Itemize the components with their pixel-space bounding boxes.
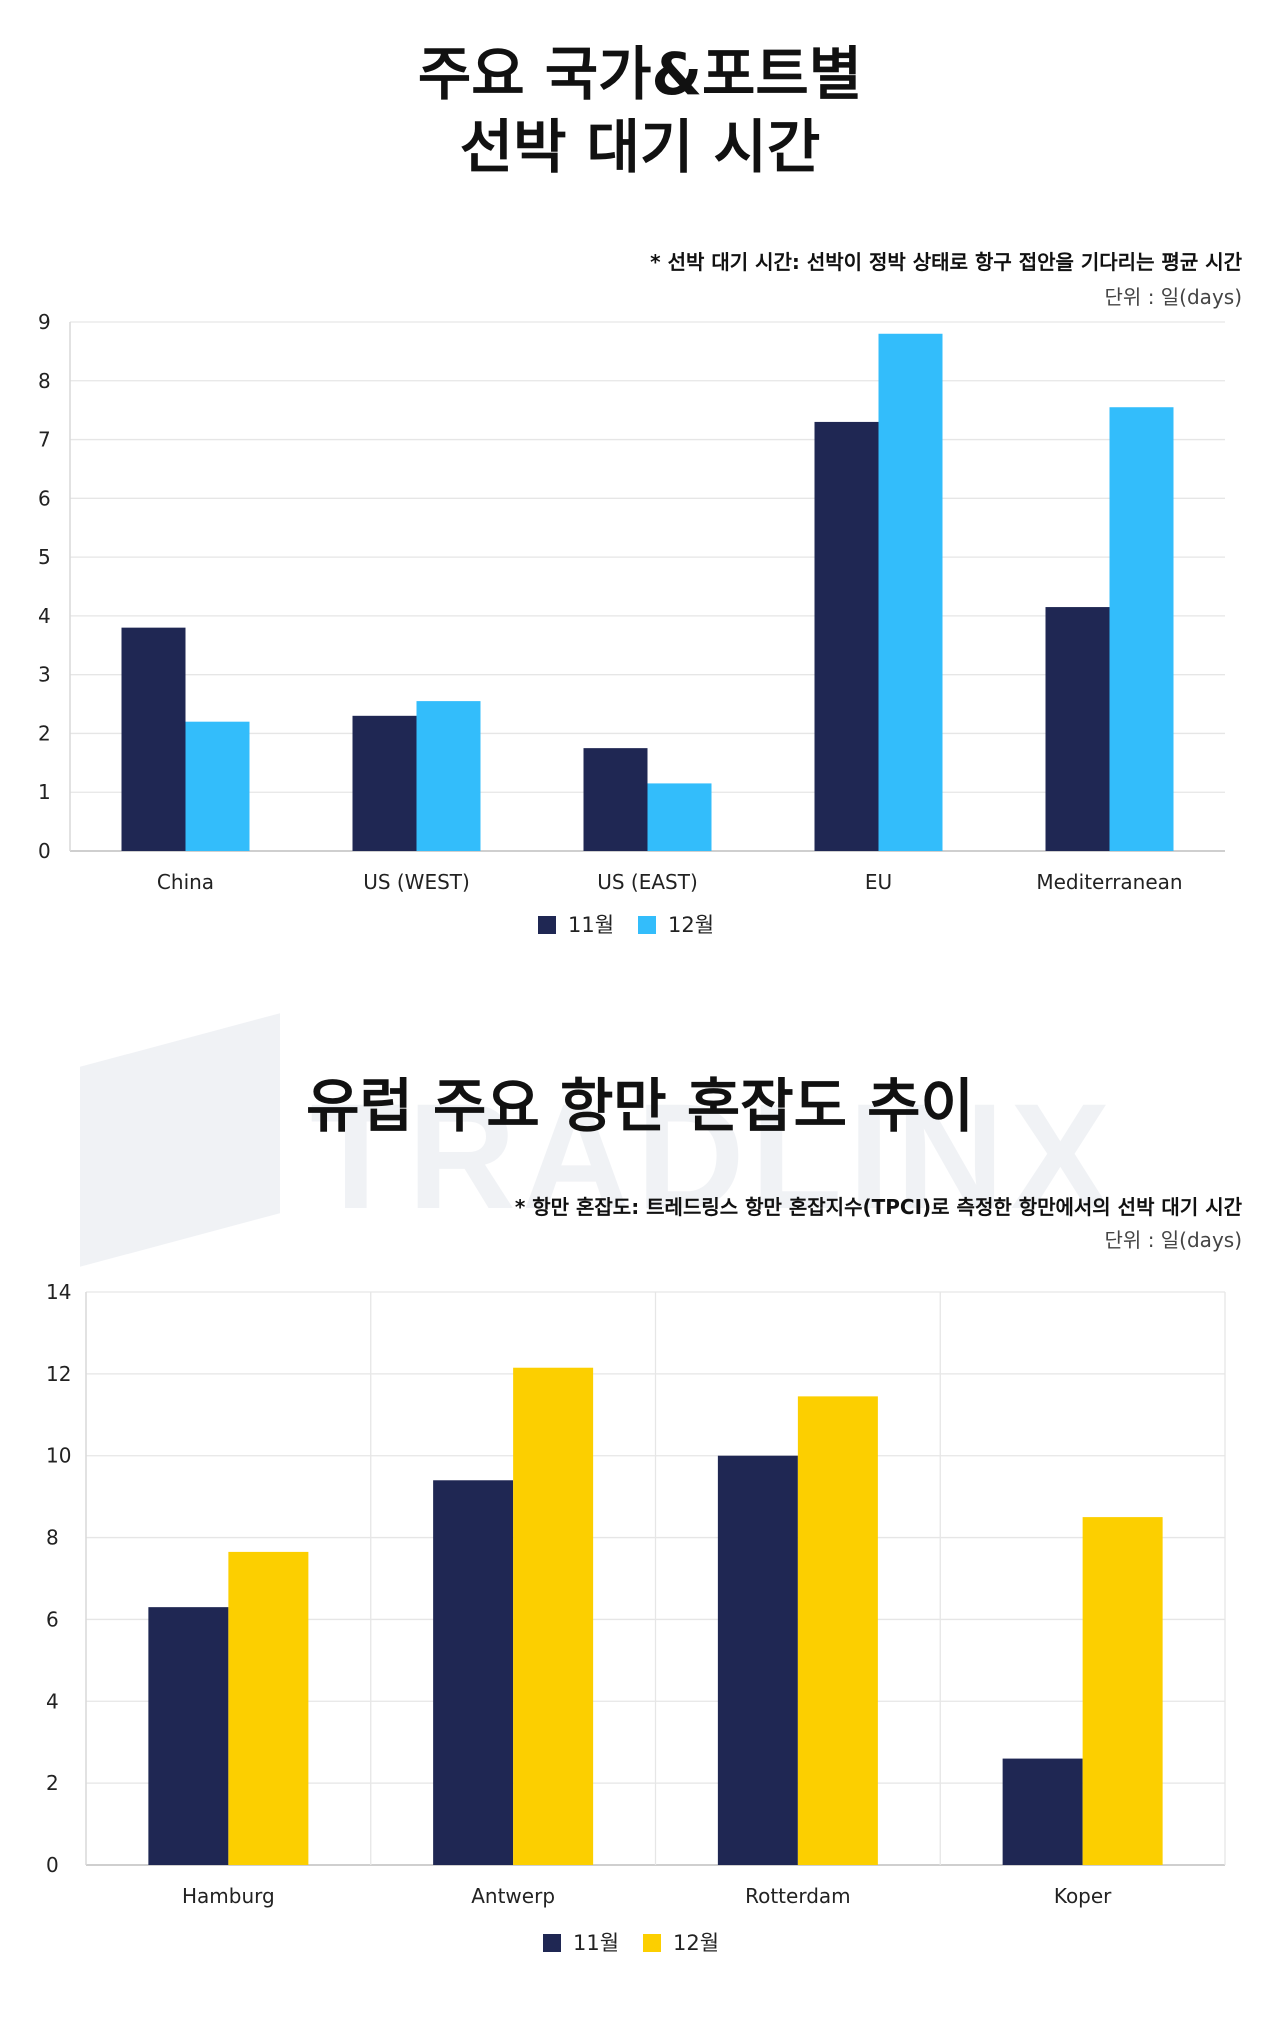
chart2-bar-rotterdam-series1: [717, 1455, 798, 1865]
chart1-legend-swatch: [538, 916, 556, 934]
chart2-bar-rotterdam-series2: [797, 1396, 878, 1865]
chart1-title-line1: 주요 국가&포트별: [417, 40, 863, 108]
chart1-bar-eu-series1: [814, 421, 879, 851]
chart1-bar-mediterranean-series2: [1109, 407, 1174, 851]
chart2-x-tick-label: Koper: [1054, 1884, 1112, 1908]
chart2-legend-label: 12월: [673, 1931, 719, 1955]
chart1-y-tick-label: 0: [38, 839, 51, 863]
chart1-bar-us-west--series2: [416, 701, 481, 851]
chart2-legend-swatch: [643, 1934, 661, 1952]
chart1-y-tick-label: 6: [38, 486, 51, 510]
chart2-y-tick-label: 12: [46, 1362, 71, 1386]
chart1-bar-us-east--series2: [647, 783, 712, 851]
chart1-y-tick-label: 9: [38, 310, 51, 334]
chart1-y-tick-label: 2: [38, 721, 51, 745]
chart2-legend-swatch: [543, 1934, 561, 1952]
chart2-y-tick-label: 4: [46, 1689, 59, 1713]
chart2-bar-koper-series2: [1082, 1517, 1163, 1865]
chart1-legend-label: 11월: [568, 913, 614, 937]
chart1-bar-china-series1: [121, 627, 186, 851]
chart2-bar-chart: 0 2 4 6 8 10 12 14 Hamburg Antwerp Rotterdam Koper 1…: [46, 1280, 1226, 1955]
chart1-legend-label: 12월: [668, 913, 714, 937]
chart1-y-tick-label: 4: [38, 604, 51, 628]
chart2-bar-hamburg-series2: [228, 1551, 309, 1865]
chart1-bar-us-east--series1: [583, 748, 648, 851]
chart2-y-tick-label: 10: [46, 1444, 71, 1468]
chart1-footnote: * 선박 대기 시간: 선박이 정박 상태로 항구 접안을 기다리는 평균 시간: [650, 250, 1242, 274]
chart1-bar-eu-series2: [878, 333, 943, 851]
chart1-x-tick-label: Mediterranean: [1036, 870, 1182, 894]
chart1-legend-swatch: [638, 916, 656, 934]
chart1-y-tick-label: 1: [38, 780, 51, 804]
chart1-bar-mediterranean-series1: [1045, 607, 1110, 851]
chart2-x-tick-label: Antwerp: [471, 1884, 555, 1908]
chart1-bar-china-series2: [185, 721, 250, 851]
chart2-title-line: 유럽 주요 항만 혼잡도 추이: [306, 1072, 974, 1140]
chart1-x-tick-label: EU: [865, 870, 892, 894]
chart2-bar-antwerp-series1: [433, 1480, 514, 1865]
chart1-title: 주요 국가&포트별 선박 대기 시간: [0, 38, 1280, 183]
chart2-unit-label: 단위 : 일(days): [1104, 1228, 1242, 1252]
chart1-bar-chart: 0 1 2 3 4 5 6 7 8 9 China US (WEST) US (EAST) EU Medit…: [38, 310, 1225, 937]
chart2-x-tick-label: Hamburg: [182, 1884, 275, 1908]
chart2-bar-antwerp-series2: [513, 1367, 594, 1865]
chart2-y-tick-label: 6: [46, 1607, 59, 1631]
chart2-legend-label: 11월: [573, 1931, 619, 1955]
chart1-x-tick-label: US (EAST): [597, 870, 698, 894]
chart2-title: 유럽 주요 항만 혼잡도 추이: [0, 1070, 1280, 1143]
chart1-x-tick-label: US (WEST): [363, 870, 470, 894]
chart2-y-tick-label: 8: [46, 1526, 59, 1550]
chart2-bar-koper-series1: [1002, 1758, 1083, 1865]
chart2-y-tick-label: 14: [46, 1280, 71, 1304]
chart1-y-tick-label: 8: [38, 369, 51, 393]
chart1-y-tick-label: 3: [38, 663, 51, 687]
chart1-bar-us-west--series1: [352, 715, 417, 851]
chart2-x-tick-label: Rotterdam: [745, 1884, 851, 1908]
chart1-y-tick-label: 7: [38, 428, 51, 452]
chart1-title-line2: 선박 대기 시간: [459, 112, 821, 181]
chart1-unit-label: 단위 : 일(days): [1104, 285, 1242, 309]
chart1-x-tick-label: China: [157, 870, 214, 894]
chart2-footnote: * 항만 혼잡도: 트레드링스 항만 혼잡지수(TPCI)로 측정한 항만에서의…: [514, 1195, 1242, 1219]
chart2-y-tick-label: 2: [46, 1771, 59, 1795]
chart2-bar-hamburg-series1: [148, 1607, 229, 1865]
chart2-y-tick-label: 0: [46, 1853, 59, 1877]
chart1-y-tick-label: 5: [38, 545, 51, 569]
